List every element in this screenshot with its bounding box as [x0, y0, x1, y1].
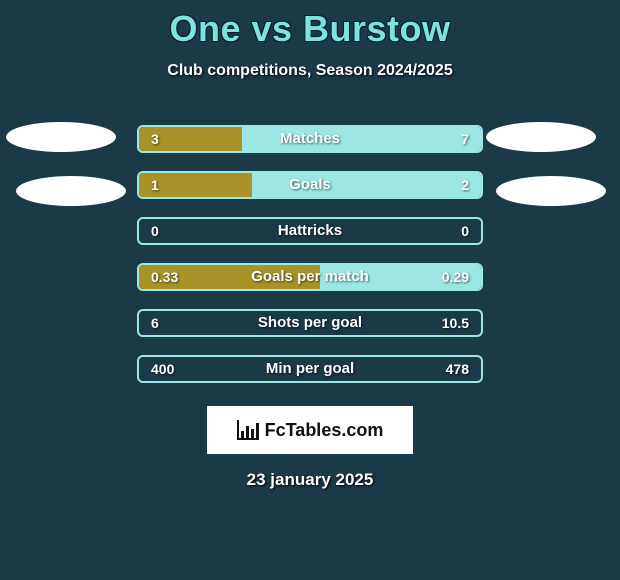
- stat-bar: Hattricks0 0: [137, 217, 483, 245]
- stat-row: Hattricks0 0: [0, 208, 620, 254]
- stat-label: Matches: [139, 127, 481, 151]
- player-oval: [6, 122, 116, 152]
- stat-label: Min per goal: [139, 357, 481, 381]
- barchart-icon: [237, 420, 259, 440]
- stat-value-left: 3: [151, 127, 159, 151]
- stat-bar: Shots per goal6 10.5: [137, 309, 483, 337]
- stat-value-left: 0: [151, 219, 159, 243]
- stat-value-left: 1: [151, 173, 159, 197]
- stat-value-right: 7: [461, 127, 469, 151]
- stat-row: Goals per match0.33 0.29: [0, 254, 620, 300]
- page-subtitle: Club competitions, Season 2024/2025: [0, 62, 620, 80]
- stat-bar: Min per goal400 478: [137, 355, 483, 383]
- branding-text: FcTables.com: [265, 420, 384, 441]
- stat-value-left: 6: [151, 311, 159, 335]
- stat-label: Hattricks: [139, 219, 481, 243]
- stat-value-right: 10.5: [442, 311, 469, 335]
- stat-value-left: 400: [151, 357, 174, 381]
- stat-label: Goals per match: [139, 265, 481, 289]
- stat-bar: Goals1 2: [137, 171, 483, 199]
- stat-label: Goals: [139, 173, 481, 197]
- player-oval: [496, 176, 606, 206]
- player-oval: [486, 122, 596, 152]
- stat-row: Min per goal400 478: [0, 346, 620, 392]
- player-oval: [16, 176, 126, 206]
- stat-row: Shots per goal6 10.5: [0, 300, 620, 346]
- branding-logo: FcTables.com: [207, 406, 413, 454]
- page-title: One vs Burstow: [0, 8, 620, 50]
- stat-bar: Matches3 7: [137, 125, 483, 153]
- stat-bar: Goals per match0.33 0.29: [137, 263, 483, 291]
- footer-date: 23 january 2025: [0, 470, 620, 490]
- comparison-card: One vs Burstow Club competitions, Season…: [0, 0, 620, 580]
- stat-value-right: 0: [461, 219, 469, 243]
- stat-value-right: 2: [461, 173, 469, 197]
- stat-rows: Matches3 7 Goals1 2 Hattricks0 0 Goals per mat…: [0, 116, 620, 392]
- stat-value-right: 0.29: [442, 265, 469, 289]
- stat-label: Shots per goal: [139, 311, 481, 335]
- stat-value-left: 0.33: [151, 265, 178, 289]
- stat-value-right: 478: [446, 357, 469, 381]
